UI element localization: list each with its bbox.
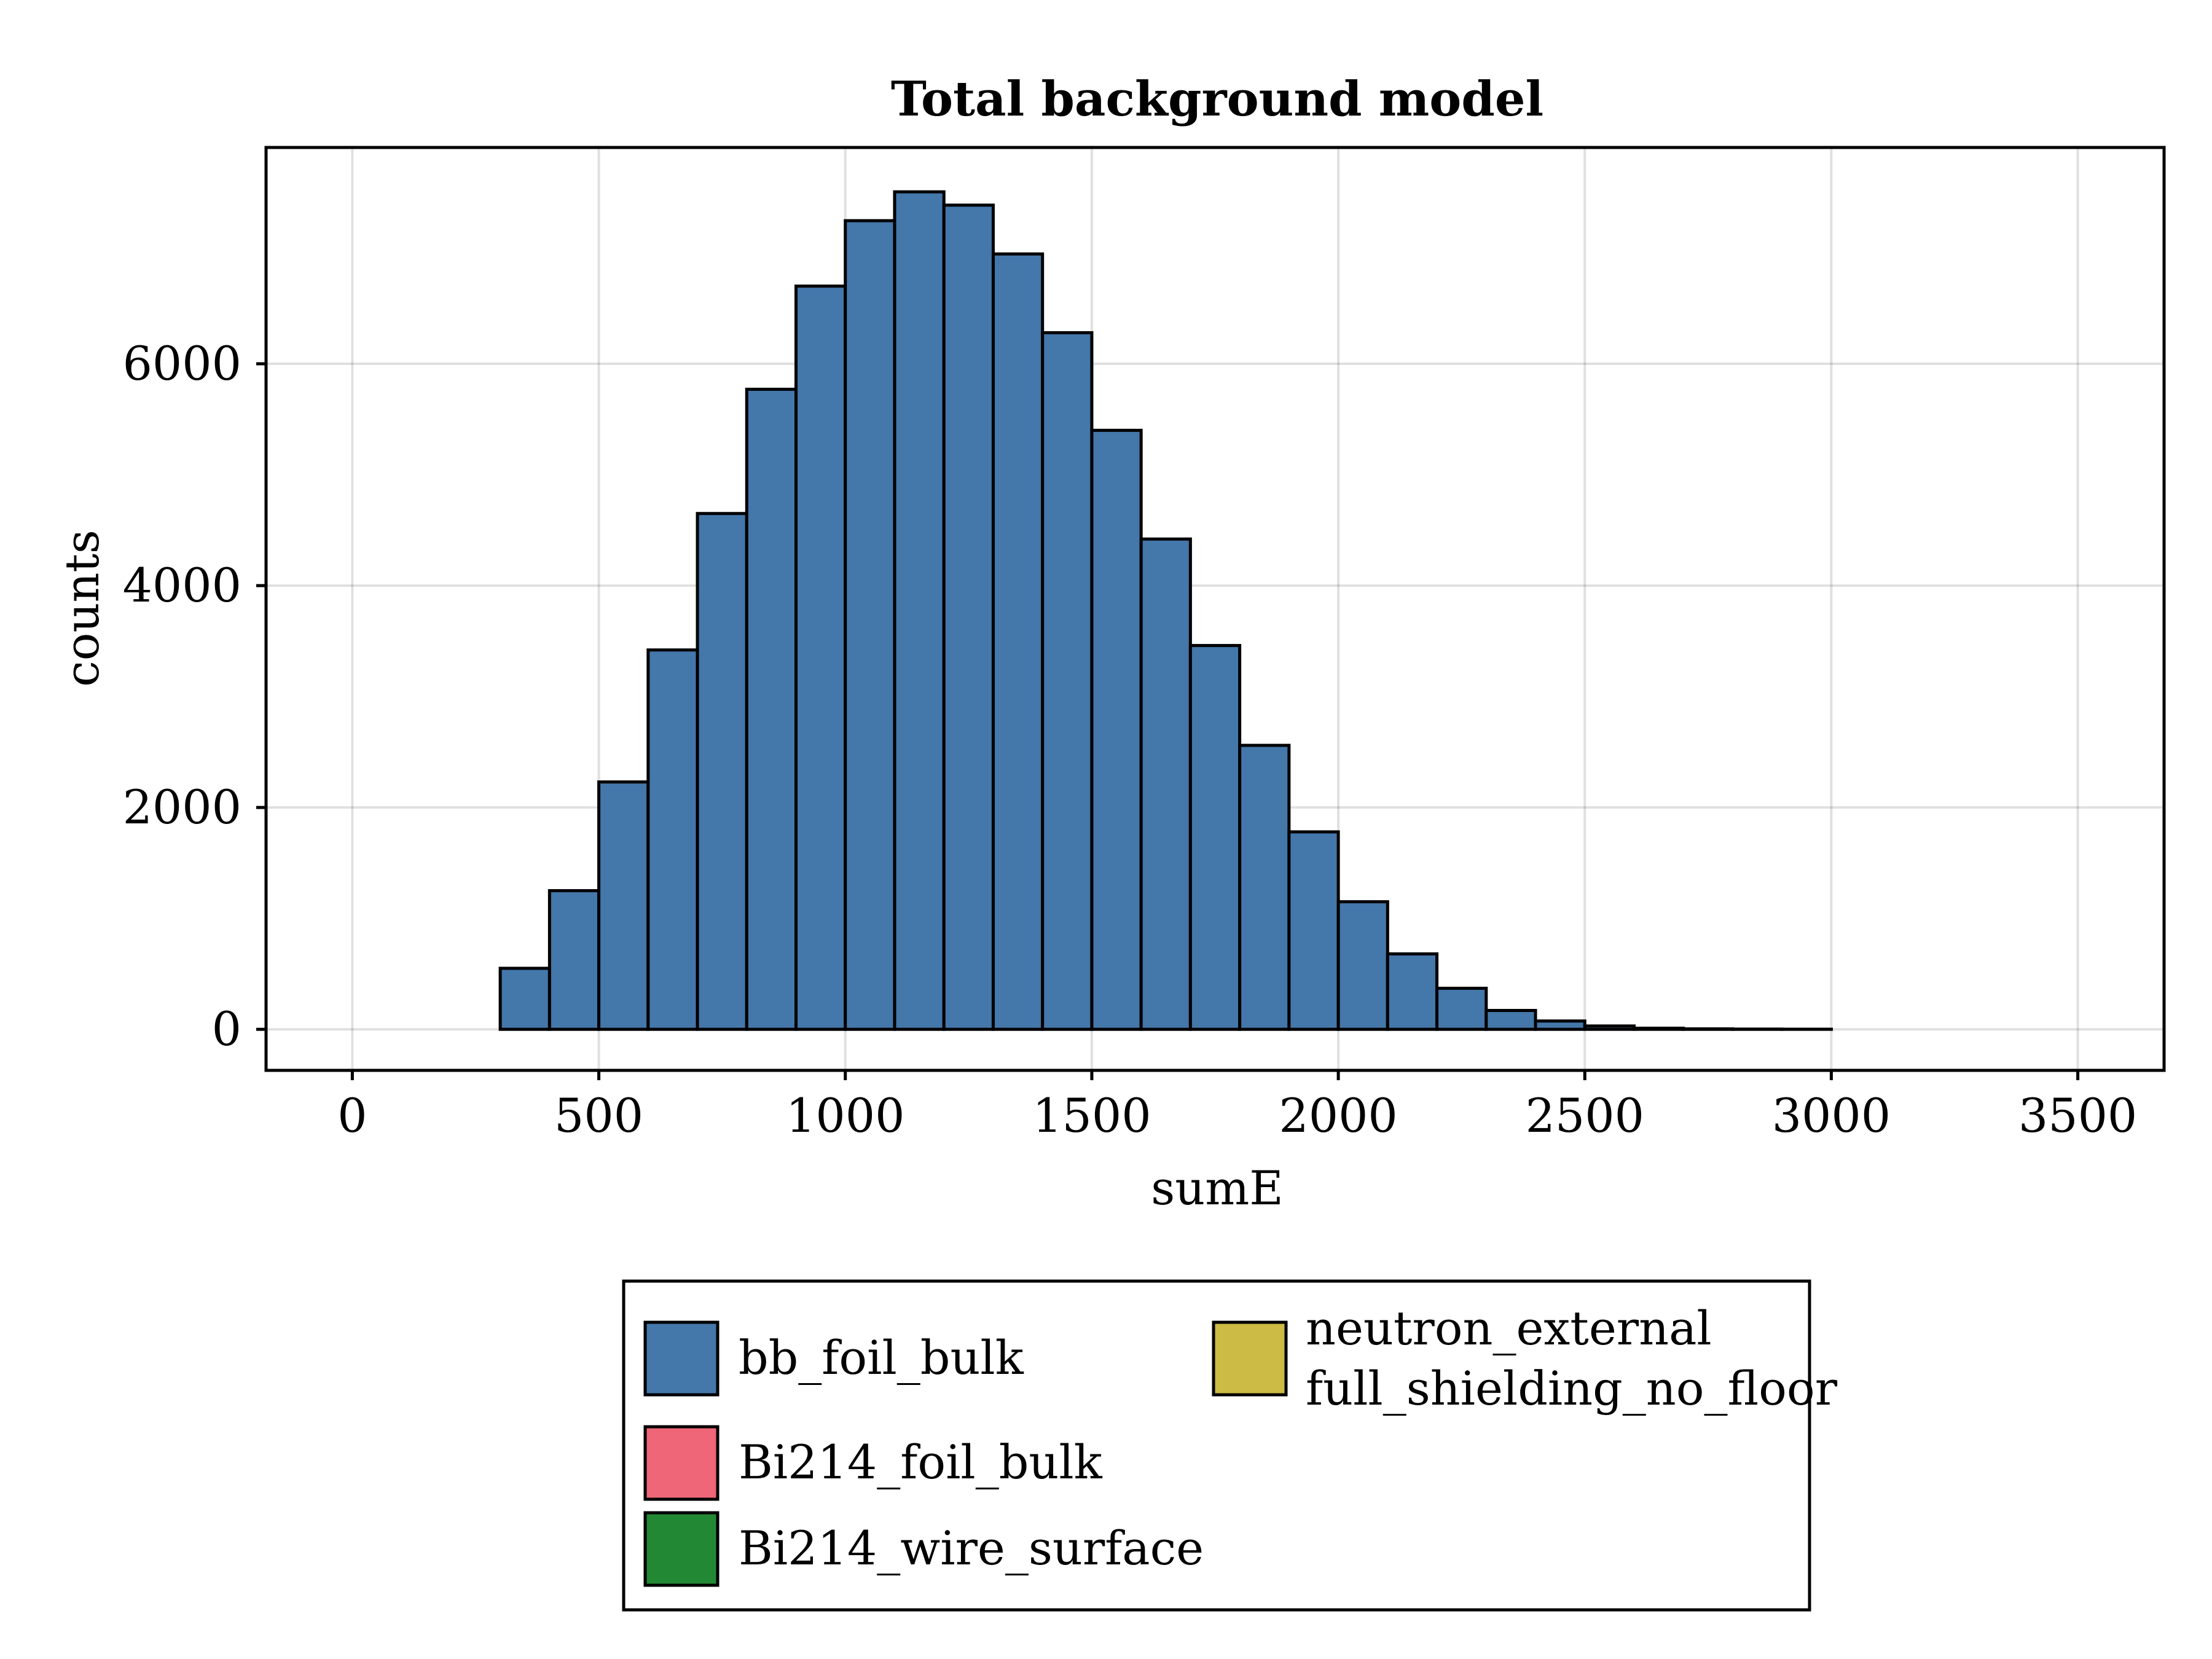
histogram-bar xyxy=(1041,331,1094,1031)
axis-ticks: 0 500 1000 1500 2000 2500 3000 3500 0 2000 4000 600… xyxy=(123,336,2138,1143)
x-tick-label: 2500 xyxy=(1526,1088,1644,1143)
histogram-bar xyxy=(1188,644,1242,1031)
histogram-bar xyxy=(991,252,1045,1031)
x-tick-label: 0 xyxy=(337,1088,367,1143)
legend-label-bi214-foil-bulk: Bi214_foil_bulk xyxy=(739,1435,1103,1489)
legend-label-neutron-external-line1: neutron_external xyxy=(1306,1301,1712,1355)
histogram-bar xyxy=(498,967,551,1031)
histogram-bar xyxy=(1534,1019,1586,1031)
legend-swatch-bi214-foil-bulk xyxy=(643,1425,720,1501)
histogram-bar xyxy=(1287,830,1340,1031)
legend-label-bi214-wire-surface: Bi214_wire_surface xyxy=(739,1521,1204,1575)
histogram-bar xyxy=(893,190,946,1031)
x-tick-label: 500 xyxy=(554,1088,643,1143)
histogram-bar xyxy=(794,284,847,1031)
plot-frame xyxy=(264,146,2166,1072)
x-tick-label: 1500 xyxy=(1032,1088,1151,1143)
histogram-bar xyxy=(1484,1009,1537,1031)
histogram-bar xyxy=(1435,986,1488,1031)
histogram-bar xyxy=(844,219,896,1031)
bars xyxy=(498,190,1833,1031)
histogram-bar xyxy=(745,388,798,1031)
y-axis-label: counts xyxy=(55,530,109,687)
histogram-bar xyxy=(942,203,995,1031)
chart-title: Total background model xyxy=(891,71,1543,127)
histogram-bar xyxy=(547,889,601,1031)
histogram-bar xyxy=(1386,952,1439,1031)
legend: bb_foil_bulk Bi214_foil_bulk Bi214_wire_… xyxy=(622,1279,1838,1612)
histogram-bar xyxy=(646,648,699,1031)
histogram-bar xyxy=(1583,1024,1636,1031)
legend-swatch-bi214-wire-surface xyxy=(643,1511,720,1587)
histogram-bar xyxy=(1632,1026,1685,1031)
histogram-bar xyxy=(696,512,748,1031)
legend-label-bb-foil-bulk: bb_foil_bulk xyxy=(739,1330,1024,1385)
histogram-bar xyxy=(1238,743,1291,1031)
histogram-bar xyxy=(1090,428,1143,1031)
y-tick-label: 0 xyxy=(212,1002,241,1056)
legend-label-neutron-external-line2: full_shielding_no_floor xyxy=(1306,1361,1838,1416)
y-tick-label: 6000 xyxy=(123,336,241,391)
legend-swatch-neutron-external xyxy=(1212,1320,1288,1397)
x-tick-label: 3500 xyxy=(2018,1088,2137,1143)
x-tick-label: 2000 xyxy=(1279,1088,1397,1143)
y-tick-label: 2000 xyxy=(123,780,241,834)
histogram-bar xyxy=(1139,537,1192,1031)
x-axis-label: sumE xyxy=(1151,1161,1284,1215)
legend-swatch-bb-foil-bulk xyxy=(643,1320,720,1397)
histogram-bar xyxy=(1336,900,1389,1031)
x-tick-label: 1000 xyxy=(786,1088,904,1143)
histogram-bar xyxy=(597,780,650,1031)
y-tick-label: 4000 xyxy=(123,558,241,613)
x-tick-label: 3000 xyxy=(1772,1088,1891,1143)
